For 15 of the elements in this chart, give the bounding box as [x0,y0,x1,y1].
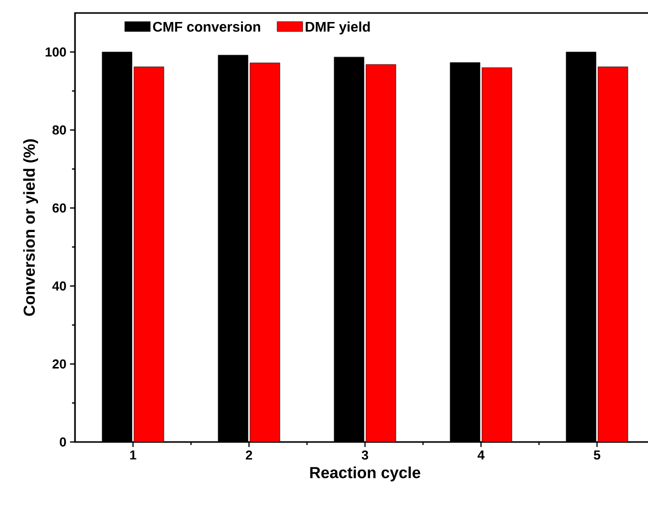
legend-label: CMF conversion [153,21,260,32]
x-axis-title: Reaction cycle [310,466,420,482]
y-tick-label: 20 [52,359,66,369]
x-tick-label: 1 [130,450,136,460]
y-tick-label: 100 [46,47,66,57]
legend-label: DMF yield [306,21,370,34]
x-tick-label: 4 [478,450,485,460]
y-tick-label: 60 [52,203,66,213]
y-tick-label: 40 [52,281,66,291]
x-tick-label: 2 [246,450,252,460]
x-tick-label: 5 [594,450,600,460]
x-tick-label: 3 [362,450,368,460]
y-tick-label: 80 [52,125,66,135]
y-axis-title: Conversion or yield (%) [23,139,38,316]
y-tick-label: 0 [60,437,66,447]
